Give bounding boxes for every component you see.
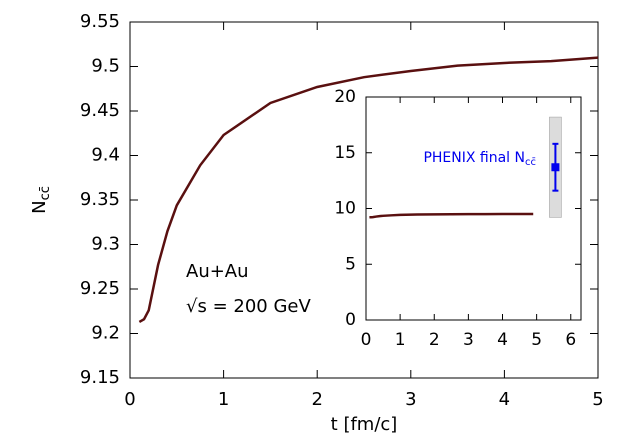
x-tick-label: 0 <box>124 389 135 410</box>
y-tick-label: 9.4 <box>91 145 120 166</box>
x-tick-label: 3 <box>405 389 416 410</box>
y-tick-label: 9.45 <box>80 100 120 121</box>
annotation: √s = 200 GeV <box>186 296 311 317</box>
y-tick-label: 20 <box>334 87 356 107</box>
x-tick-label: 0 <box>361 330 372 350</box>
x-tick-label: 5 <box>531 330 542 350</box>
y-label-main: N <box>29 200 50 213</box>
y-tick-label: 9.15 <box>80 367 120 388</box>
x-tick-label: 2 <box>429 330 440 350</box>
x-tick-label: 1 <box>218 389 229 410</box>
x-tick-label: 5 <box>592 389 603 410</box>
curve <box>138 56 599 324</box>
y-tick-label: 0 <box>345 310 356 330</box>
x-tick-label: 4 <box>497 330 508 350</box>
y-tick-label: 9.2 <box>91 323 120 344</box>
x-tick-label: 1 <box>395 330 406 350</box>
x-tick-label: 2 <box>311 389 322 410</box>
y-tick-label: 9.5 <box>91 56 120 77</box>
point-label-main: PHENIX final N <box>423 150 525 166</box>
x-tick-label: 3 <box>463 330 474 350</box>
y-tick-label: 9.55 <box>80 11 120 32</box>
y-tick-label: 5 <box>345 254 356 274</box>
x-axis-label: t [fm/c] <box>331 414 398 435</box>
annotation: Au+Au <box>186 261 249 282</box>
point-label: PHENIX final Ncc̄ <box>423 150 536 168</box>
data-point <box>551 163 560 172</box>
y-tick-label: 9.35 <box>80 189 120 210</box>
y-tick-label: 10 <box>334 199 356 219</box>
y-tick-label: 15 <box>334 143 356 163</box>
x-tick-label: 6 <box>565 330 576 350</box>
y-tick-label: 9.25 <box>80 278 120 299</box>
y-label-sub: cc̄ <box>38 186 53 200</box>
inset-frame <box>365 96 582 321</box>
curve <box>369 212 534 219</box>
x-tick-label: 4 <box>499 389 510 410</box>
point-label-sub: cc̄ <box>525 157 536 168</box>
y-tick-label: 9.3 <box>91 234 120 255</box>
y-axis-label: Ncc̄ <box>29 186 53 214</box>
